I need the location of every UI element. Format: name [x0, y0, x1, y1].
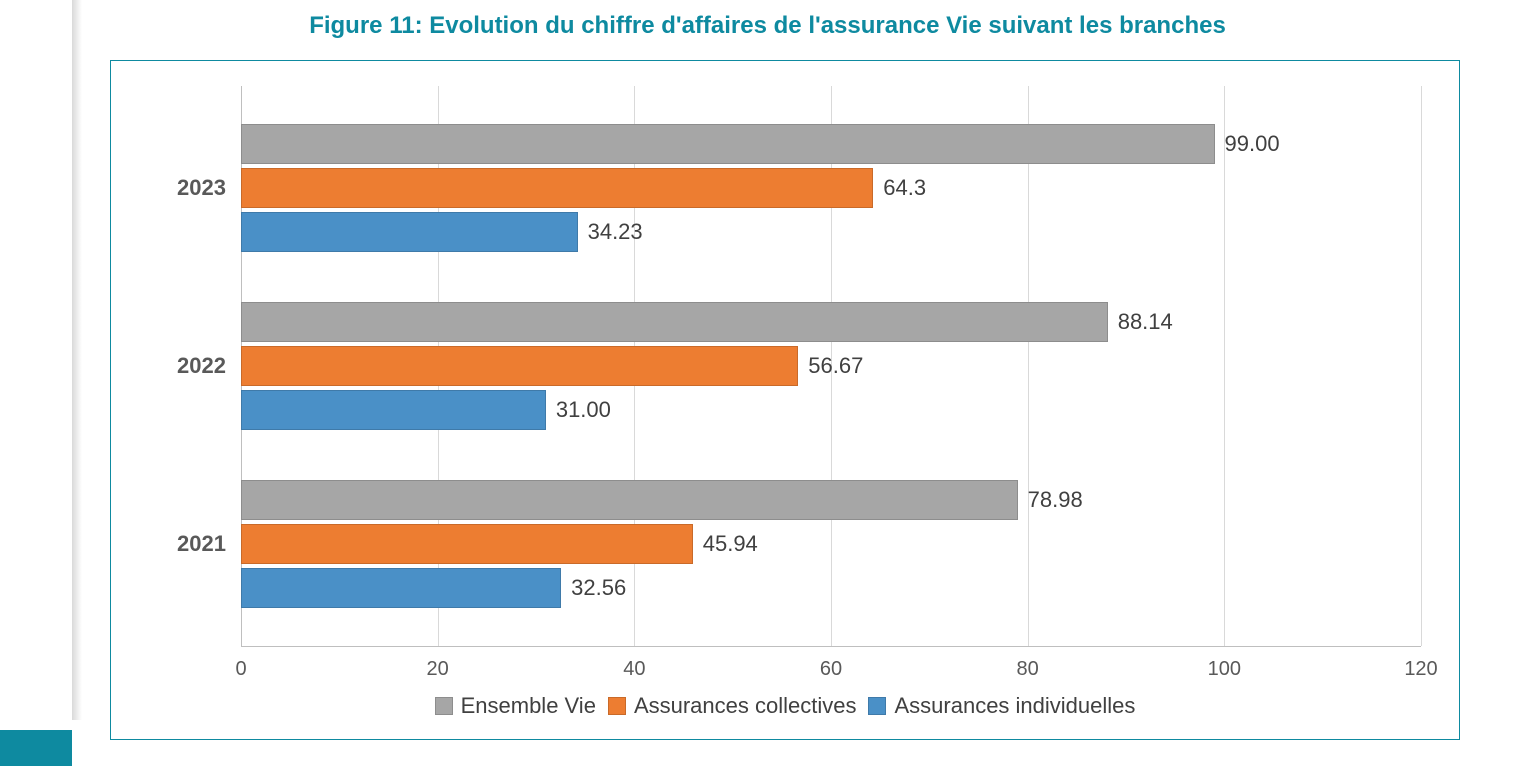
- legend-swatch: [435, 697, 453, 715]
- bar-value-label: 64.3: [873, 168, 926, 208]
- bar: [241, 124, 1215, 164]
- y-category-label: 2022: [156, 353, 226, 379]
- legend-swatch: [868, 697, 886, 715]
- legend-item: Assurances collectives: [608, 693, 857, 719]
- bar-value-label: 78.98: [1018, 480, 1083, 520]
- legend-item: Ensemble Vie: [435, 693, 596, 719]
- plot-area: 020406080100120202399.0064.334.23202288.…: [241, 86, 1421, 646]
- bar-value-label: 31.00: [546, 390, 611, 430]
- x-tick-label: 100: [1208, 658, 1241, 681]
- bar-value-label: 88.14: [1108, 302, 1173, 342]
- bar-value-label: 56.67: [798, 346, 863, 386]
- page-root: Figure 11: Evolution du chiffre d'affair…: [0, 0, 1535, 766]
- bar: [241, 524, 693, 564]
- gridline: [1224, 86, 1225, 646]
- gridline: [1421, 86, 1422, 646]
- x-tick-label: 20: [427, 658, 449, 681]
- bar-value-label: 99.00: [1215, 124, 1280, 164]
- y-category-label: 2023: [156, 175, 226, 201]
- legend-item: Assurances individuelles: [868, 693, 1135, 719]
- x-tick-label: 120: [1404, 658, 1437, 681]
- bar-value-label: 45.94: [693, 524, 758, 564]
- bar-value-label: 34.23: [578, 212, 643, 252]
- legend-label: Ensemble Vie: [461, 693, 596, 719]
- legend-label: Assurances individuelles: [894, 693, 1135, 719]
- bar: [241, 168, 873, 208]
- bar: [241, 346, 798, 386]
- x-tick-label: 60: [820, 658, 842, 681]
- bar: [241, 212, 578, 252]
- bar: [241, 302, 1108, 342]
- x-tick-label: 40: [623, 658, 645, 681]
- legend-swatch: [608, 697, 626, 715]
- teal-accent-block: [0, 730, 72, 766]
- left-shadow-decor: [72, 0, 82, 720]
- x-axis-line: [241, 646, 1421, 647]
- legend: Ensemble Vie Assurances collectives Assura…: [111, 693, 1459, 721]
- legend-label: Assurances collectives: [634, 693, 857, 719]
- x-tick-label: 0: [235, 658, 246, 681]
- gridline: [1028, 86, 1029, 646]
- bar-value-label: 32.56: [561, 568, 626, 608]
- bar: [241, 568, 561, 608]
- bar: [241, 390, 546, 430]
- bar: [241, 480, 1018, 520]
- x-tick-label: 80: [1017, 658, 1039, 681]
- chart-title: Figure 11: Evolution du chiffre d'affair…: [0, 12, 1535, 40]
- y-category-label: 2021: [156, 531, 226, 557]
- chart-frame: 0 20 40 60 80 100 120 2023 99.00 64.3 34.23 2022 88.…: [110, 60, 1460, 740]
